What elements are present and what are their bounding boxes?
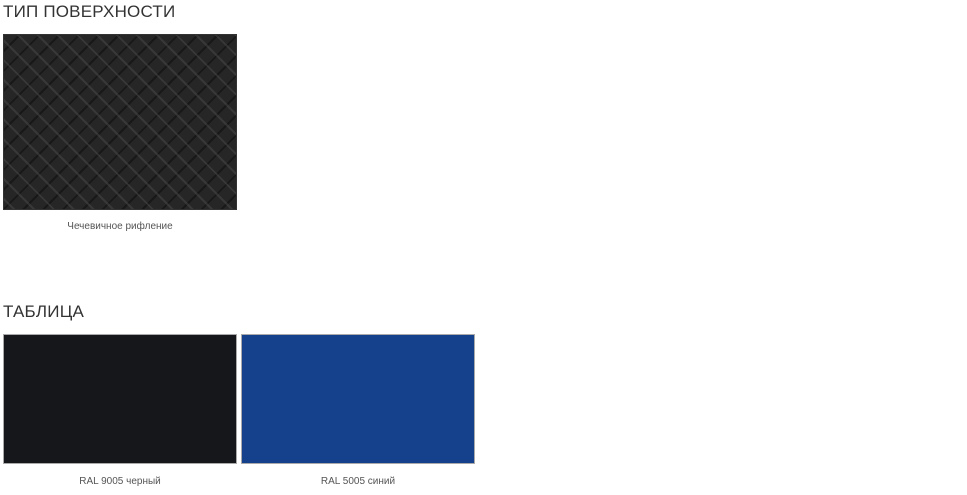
surface-swatch-label: Чечевичное рифление <box>67 221 173 232</box>
surface-type-heading: ТИП ПОВЕРХНОСТИ <box>3 2 176 21</box>
color-swatch-ral-9005[interactable] <box>3 334 237 464</box>
color-swatch-ral-5005[interactable] <box>241 334 475 464</box>
surface-swatch-lentil-pattern[interactable] <box>3 34 237 210</box>
table-heading: ТАБЛИЦА <box>3 302 85 321</box>
color-swatch-label: RAL 5005 синий <box>320 476 396 487</box>
color-swatch-label: RAL 9005 черный <box>79 476 161 487</box>
